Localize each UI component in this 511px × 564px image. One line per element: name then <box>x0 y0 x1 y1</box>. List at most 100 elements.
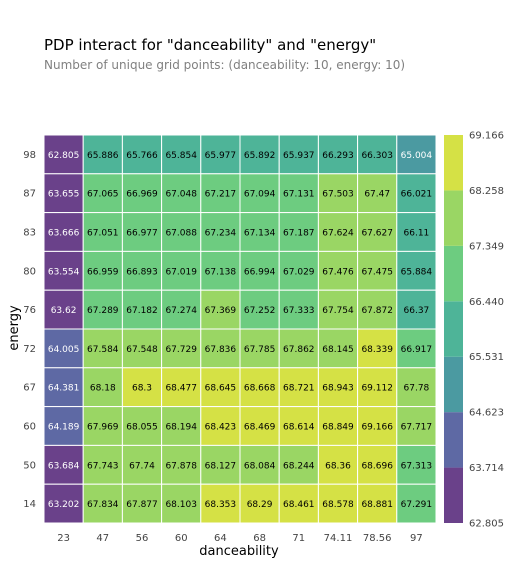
x-tick-label: 23 <box>57 533 70 544</box>
y-tick-label: 80 <box>23 266 36 277</box>
cell-value-label: 62.805 <box>48 151 80 161</box>
heatmap-cell <box>317 250 359 291</box>
heatmap-cell <box>357 406 398 446</box>
cell-value-label: 66.994 <box>244 267 276 277</box>
heatmap-cell <box>161 289 202 330</box>
cell-value-label: 68.29 <box>247 500 273 510</box>
heatmap-cell <box>43 406 84 446</box>
cell-value-label: 66.303 <box>361 151 393 161</box>
cell-value-label: 67.029 <box>283 267 315 277</box>
heatmap-cell <box>278 328 319 369</box>
x-tick-label: 97 <box>410 533 423 544</box>
cell-value-label: 68.36 <box>325 461 351 471</box>
cell-value-label: 66.893 <box>126 267 158 277</box>
cell-value-label: 68.145 <box>322 345 354 355</box>
cell-value-label: 67.313 <box>401 461 433 471</box>
cell-value-label: 65.004 <box>401 151 433 161</box>
cell-value-label: 68.849 <box>322 423 354 433</box>
cell-value-label: 67.088 <box>165 229 197 239</box>
cell-value-label: 67.134 <box>244 229 276 239</box>
colorbar-segment <box>444 467 463 523</box>
heatmap-cells: 62.805 65.886 65.766 65.854 65.977 65.892 65.9… <box>43 134 437 524</box>
heatmap-cell <box>161 406 202 446</box>
cell-value-label: 65.937 <box>283 151 315 161</box>
heatmap-cell <box>357 212 398 252</box>
x-axis-label: danceability <box>199 544 279 559</box>
cell-value-label: 67.717 <box>401 423 433 433</box>
heatmap-cell <box>317 212 359 252</box>
colorbar-tick-label: 67.349 <box>469 241 504 252</box>
cell-value-label: 66.11 <box>404 229 430 239</box>
heatmap-cell <box>357 444 398 485</box>
heatmap-cell <box>161 212 202 252</box>
cell-value-label: 68.881 <box>361 500 393 510</box>
cell-value-label: 69.166 <box>361 423 393 433</box>
heatmap-cell <box>396 483 437 524</box>
colorbar-tick-label: 69.166 <box>469 131 504 142</box>
y-tick-label: 72 <box>23 344 36 355</box>
y-axis-label: energy <box>7 305 22 351</box>
x-tick-label: 78.56 <box>363 533 392 544</box>
cell-value-label: 68.18 <box>90 384 116 394</box>
cell-value-label: 67.019 <box>165 267 197 277</box>
heatmap-cell <box>121 289 163 330</box>
cell-value-label: 67.291 <box>401 500 433 510</box>
x-tick-labels: 23 47 56 60 64 68 71 74.11 78.56 97 <box>57 533 423 544</box>
cell-value-label: 63.684 <box>48 461 80 471</box>
cell-value-label: 68.469 <box>244 423 276 433</box>
heatmap-cell <box>43 367 84 408</box>
cell-value-label: 68.668 <box>244 384 276 394</box>
heatmap-cell <box>239 134 280 175</box>
heatmap-cell <box>278 483 319 524</box>
heatmap-cell <box>121 134 163 175</box>
cell-value-label: 68.084 <box>244 461 276 471</box>
heatmap-cell <box>121 328 163 369</box>
y-tick-label: 50 <box>23 460 36 471</box>
cell-value-label: 67.785 <box>244 345 276 355</box>
heatmap-cell <box>396 173 437 214</box>
heatmap-cell <box>82 406 123 446</box>
cell-value-label: 66.969 <box>126 190 158 200</box>
colorbar-tick-label: 65.531 <box>469 352 504 363</box>
y-tick-label: 83 <box>23 228 36 239</box>
cell-value-label: 67.836 <box>205 345 237 355</box>
colorbar-tick-label: 62.805 <box>469 519 504 530</box>
cell-value-label: 67.47 <box>364 190 390 200</box>
heatmap-cell <box>82 173 123 214</box>
cell-value-label: 67.333 <box>283 306 315 316</box>
heatmap-cell <box>239 483 280 524</box>
heatmap-cell <box>239 212 280 252</box>
cell-value-label: 67.78 <box>404 384 430 394</box>
cell-value-label: 65.854 <box>165 151 197 161</box>
cell-value-label: 67.252 <box>244 306 276 316</box>
heatmap-cell <box>200 250 241 291</box>
y-tick-label: 14 <box>23 499 36 510</box>
heatmap-cell <box>396 212 437 252</box>
colorbar-segment <box>444 301 463 357</box>
cell-value-label: 66.293 <box>322 151 354 161</box>
x-tick-label: 47 <box>96 533 109 544</box>
x-tick-label: 64 <box>214 533 227 544</box>
cell-value-label: 67.74 <box>129 461 155 471</box>
chart-title: PDP interact for "danceability" and "ene… <box>44 36 377 54</box>
cell-value-label: 68.423 <box>205 423 237 433</box>
cell-value-label: 67.548 <box>126 345 158 355</box>
heatmap-cell <box>278 289 319 330</box>
cell-value-label: 67.503 <box>322 190 354 200</box>
heatmap-cell <box>121 444 163 485</box>
cell-value-label: 68.3 <box>132 384 152 394</box>
y-tick-label: 87 <box>23 189 36 200</box>
cell-value-label: 67.743 <box>87 461 119 471</box>
heatmap-cell <box>396 444 437 485</box>
x-tick-label: 60 <box>175 533 188 544</box>
heatmap-cell <box>82 212 123 252</box>
heatmap-cell <box>357 367 398 408</box>
heatmap-cell <box>200 406 241 446</box>
cell-value-label: 67.476 <box>322 267 354 277</box>
cell-value-label: 68.645 <box>205 384 237 394</box>
heatmap-cell <box>357 328 398 369</box>
cell-value-label: 67.217 <box>205 190 237 200</box>
chart-subtitle: Number of unique grid points: (danceabil… <box>44 58 406 72</box>
heatmap-cell <box>121 483 163 524</box>
